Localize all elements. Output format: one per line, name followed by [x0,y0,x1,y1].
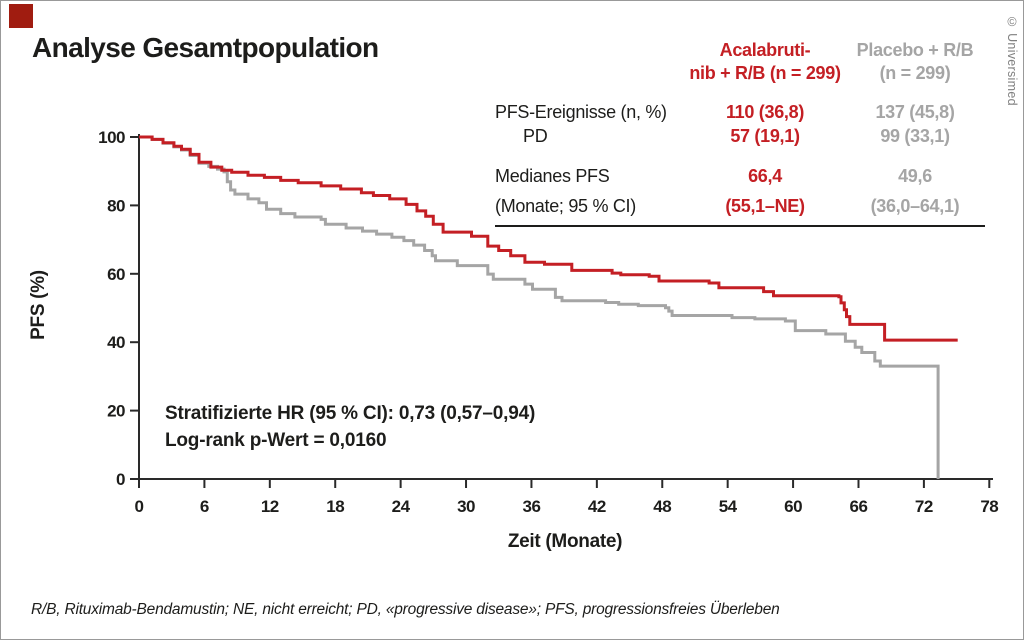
row-label: (Monate; 95 % CI) [495,196,636,216]
table-header-acalabrutinib-line1: Acalabruti- [719,40,811,60]
x-tick-label: 72 [915,497,933,516]
table-row: PFS-Ereignisse (n, %) 110 (36,8) 137 (45… [495,102,987,123]
x-tick-label: 48 [653,497,671,516]
table-underline [495,225,985,227]
row-value-placebo: (36,0–64,1) [870,196,960,216]
logrank-annotation: Log-rank p-Wert = 0,0160 [165,430,387,451]
x-tick-label: 66 [850,497,868,516]
row-label: Medianes PFS [495,166,610,186]
row-value-acalabrutinib: (55,1–NE) [725,196,805,216]
table-row: Medianes PFS 66,4 49,6 [495,166,987,187]
x-tick-label: 24 [392,497,411,516]
y-tick-label: 0 [116,470,125,489]
table-header-acalabrutinib-line2: nib + R/B (n = 299) [689,63,841,83]
x-tick-label: 6 [200,497,209,516]
km-curve-acalabrutinib [139,135,958,342]
row-value-placebo: 99 (33,1) [880,126,950,146]
y-tick-label: 60 [107,265,125,284]
x-tick-label: 0 [135,497,144,516]
row-value-acalabrutinib: 57 (19,1) [730,126,800,146]
x-tick-label: 36 [522,497,540,516]
table-header-placebo: Placebo + R/B (n = 299) [843,39,987,85]
x-tick-label: 42 [588,497,606,516]
hr-annotation: Stratifizierte HR (95 % CI): 0,73 (0,57–… [165,403,536,424]
x-tick-label: 78 [980,497,998,516]
table-header-placebo-line1: Placebo + R/B [856,40,974,60]
row-value-acalabrutinib: 66,4 [748,166,782,186]
x-tick-label: 54 [719,497,738,516]
x-tick-label: 30 [457,497,475,516]
row-value-placebo: 137 (45,8) [875,102,955,122]
y-axis-label: PFS (%) [28,270,49,340]
row-value-placebo: 49,6 [898,166,932,186]
x-axis-label: Zeit (Monate) [507,531,623,552]
x-tick-label: 18 [326,497,344,516]
table-header-acalabrutinib: Acalabruti- nib + R/B (n = 299) [687,39,843,85]
row-label: PD [523,126,548,146]
statistics-annotation: Stratifizierte HR (95 % CI): 0,73 (0,57–… [165,400,535,454]
table-header-placebo-line2: (n = 299) [879,63,951,83]
y-tick-label: 20 [107,402,125,421]
row-label: PFS-Ereignisse (n, %) [495,102,667,122]
y-tick-label: 100 [98,128,125,147]
table-row: PD 57 (19,1) 99 (33,1) [495,126,987,147]
row-value-acalabrutinib: 110 (36,8) [725,102,805,122]
page-title: Analyse Gesamtpopulation [32,32,379,63]
y-tick-label: 80 [107,196,125,215]
x-tick-label: 12 [261,497,279,516]
y-tick-label: 40 [107,333,125,352]
abbreviations-footnote: R/B, Rituximab-Bendamustin; NE, nicht er… [31,601,780,618]
x-tick-label: 60 [784,497,802,516]
red-corner-square [9,4,33,28]
copyright-credit: © Universimed [1005,15,1019,106]
table-row: (Monate; 95 % CI) (55,1–NE) (36,0–64,1) [495,196,987,217]
